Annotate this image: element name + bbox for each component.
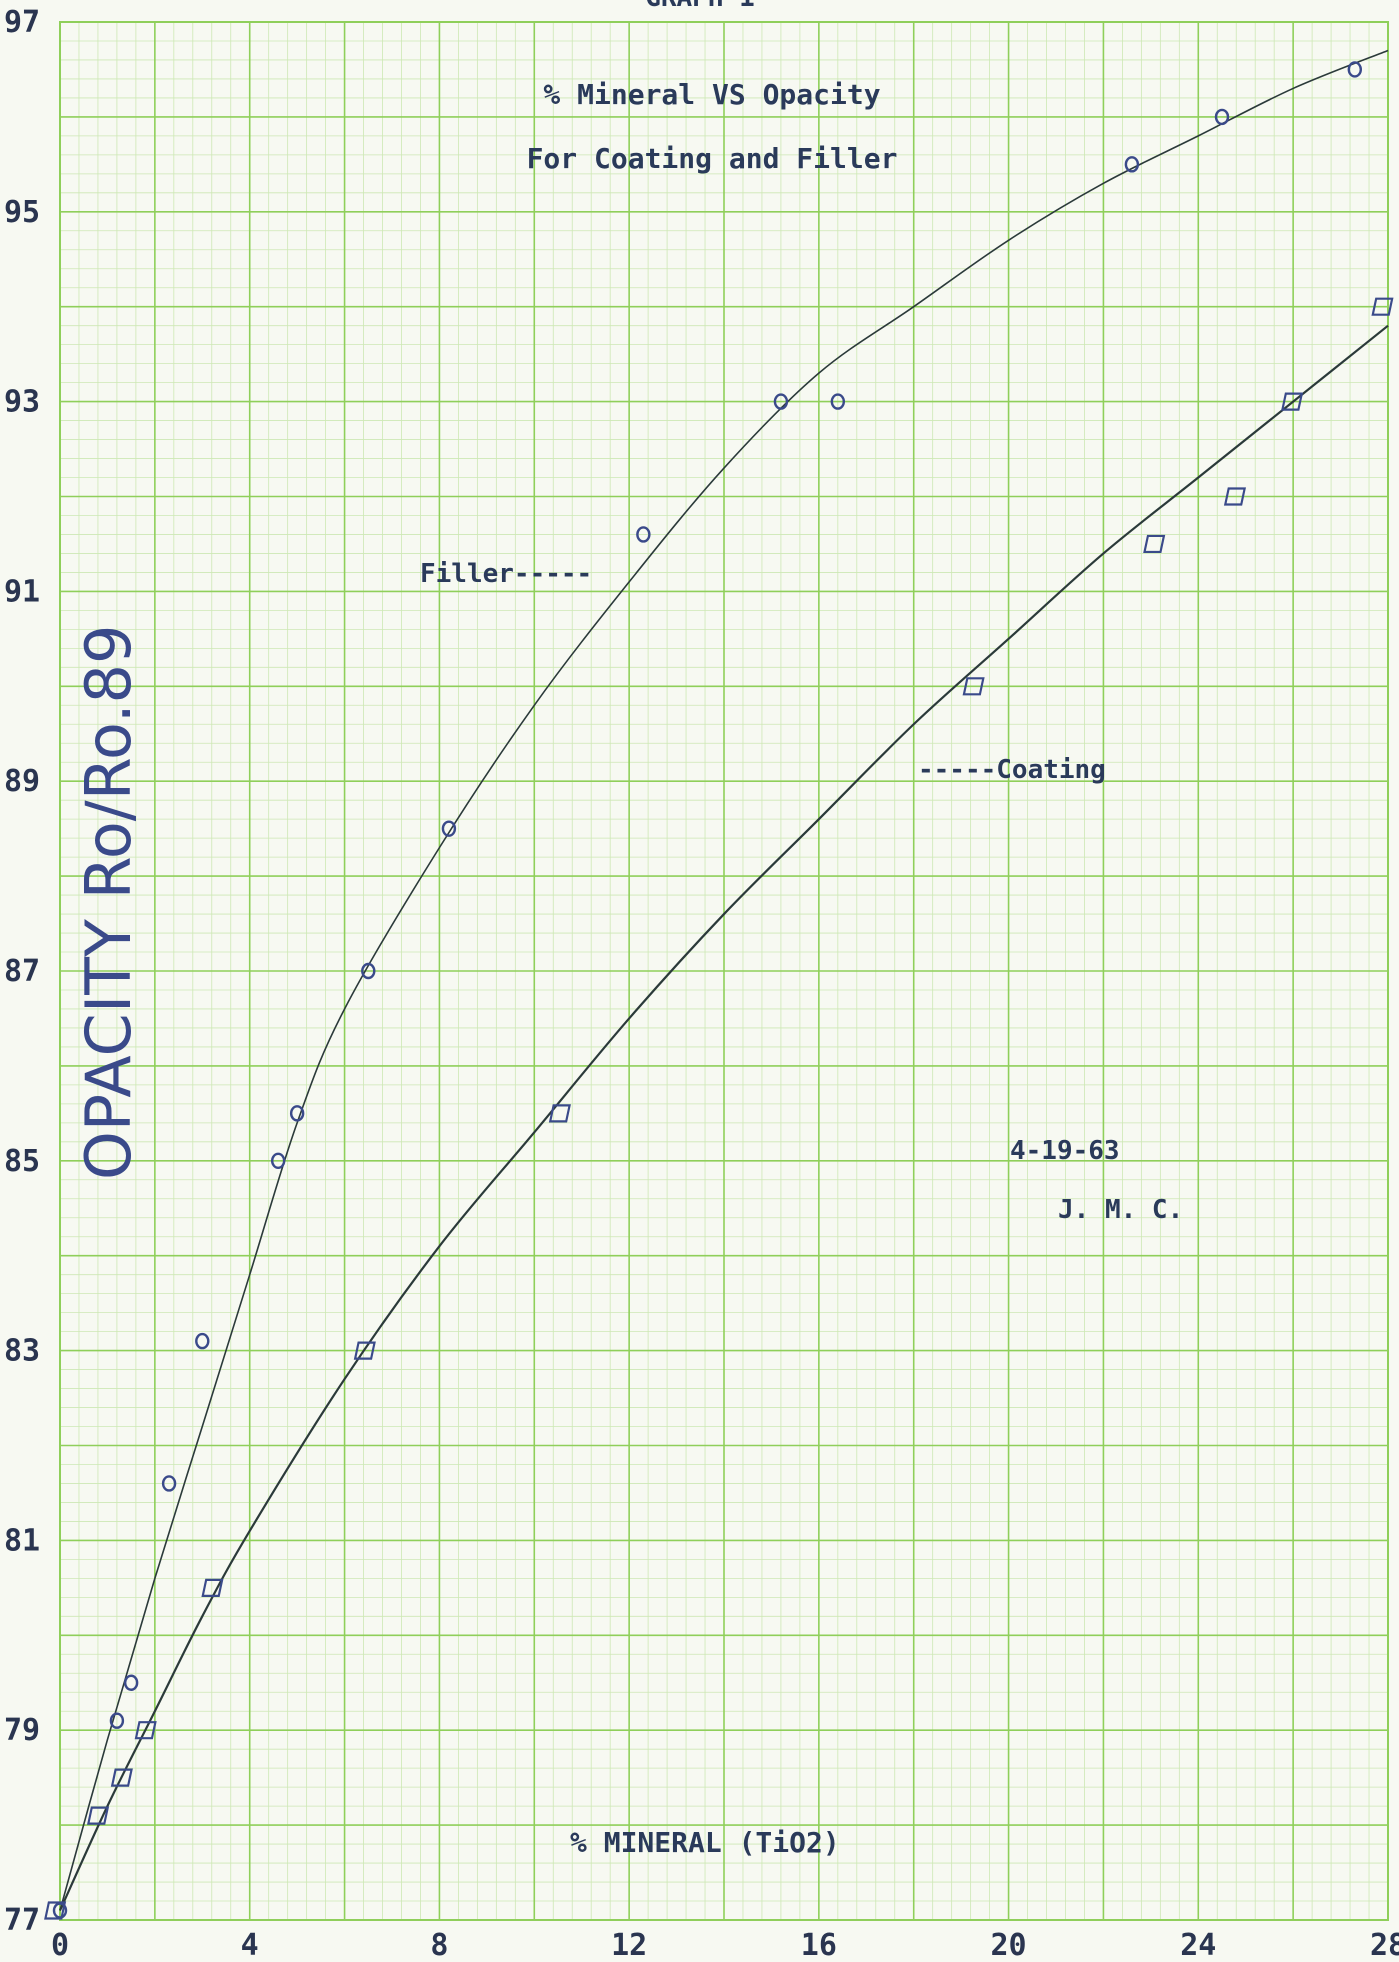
- filler-point: [1214, 108, 1230, 126]
- x-tick-label: 12: [611, 1928, 647, 1962]
- filler-point: [270, 1152, 286, 1170]
- y-tick-label: 95: [4, 195, 40, 230]
- filler-point: [361, 962, 376, 980]
- coating-point: [44, 1901, 67, 1920]
- x-tick-label: 8: [430, 1928, 448, 1962]
- y-tick-label: 93: [4, 385, 40, 420]
- coating-point: [353, 1341, 376, 1360]
- y-tick-label: 85: [4, 1144, 40, 1179]
- filler-label: Filler-----: [420, 559, 592, 589]
- filler-point: [773, 393, 789, 410]
- y-tick-label: 89: [4, 764, 40, 799]
- x-axis-label: % MINERAL (TiO2): [570, 1826, 840, 1859]
- x-tick-label: 24: [1180, 1928, 1216, 1962]
- x-tick-label: 0: [51, 1928, 69, 1962]
- tick-labels: 0 4 8 12 16 20 24 28 77 79 81 83 85 87 89 91 93 95 97: [4, 5, 1399, 1962]
- coating-point: [1223, 487, 1246, 506]
- coating-point: [1371, 297, 1394, 316]
- major-grid: [59, 21, 1389, 1921]
- y-tick-label: 91: [4, 574, 40, 609]
- coating-point: [548, 1104, 571, 1123]
- filler-point: [830, 393, 846, 410]
- y-tick-label: 79: [4, 1713, 40, 1748]
- coating-label: -----Coating: [918, 755, 1106, 785]
- chart-header: GRAPH 1: [645, 0, 755, 13]
- filler-point: [195, 1332, 210, 1350]
- x-tick-label: 28: [1370, 1928, 1399, 1962]
- filler-point: [441, 820, 457, 837]
- y-tick-label: 83: [4, 1334, 40, 1369]
- y-tick-label: 77: [4, 1903, 40, 1938]
- filler-point: [161, 1475, 177, 1492]
- y-tick-label: 81: [4, 1523, 40, 1558]
- filler-point: [123, 1674, 139, 1691]
- coating-point: [962, 677, 985, 696]
- y-tick-label: 87: [4, 954, 40, 989]
- chart-subtitle: For Coating and Filler: [527, 142, 898, 175]
- y-axis-label: OPACITY Ro/Ro.89: [72, 625, 145, 1180]
- coating-point: [110, 1768, 133, 1787]
- coating-point: [134, 1721, 157, 1740]
- y-tick-label: 97: [4, 5, 40, 40]
- filler-point: [1347, 61, 1363, 78]
- coating-point: [87, 1806, 110, 1825]
- coating-curve: [58, 324, 1389, 1911]
- curves-layer: [58, 49, 1389, 1911]
- x-tick-label: 16: [801, 1928, 837, 1962]
- initials-note: J. M. C.: [1058, 1195, 1183, 1225]
- filler-curve: [59, 49, 1389, 1911]
- filler-point: [636, 526, 651, 543]
- x-tick-label: 20: [991, 1928, 1027, 1962]
- markers-layer: [44, 61, 1394, 1920]
- coating-point: [201, 1578, 224, 1597]
- filler-point: [109, 1712, 125, 1729]
- filler-point: [289, 1105, 305, 1122]
- coating-point: [1281, 392, 1304, 411]
- x-tick-label: 4: [241, 1928, 259, 1962]
- filler-point: [1124, 156, 1140, 173]
- plot-frame: [59, 21, 1389, 1921]
- coating-point: [1143, 534, 1166, 554]
- chart-title: % Mineral VS Opacity: [543, 78, 880, 111]
- date-note: 4-19-63: [1010, 1136, 1120, 1166]
